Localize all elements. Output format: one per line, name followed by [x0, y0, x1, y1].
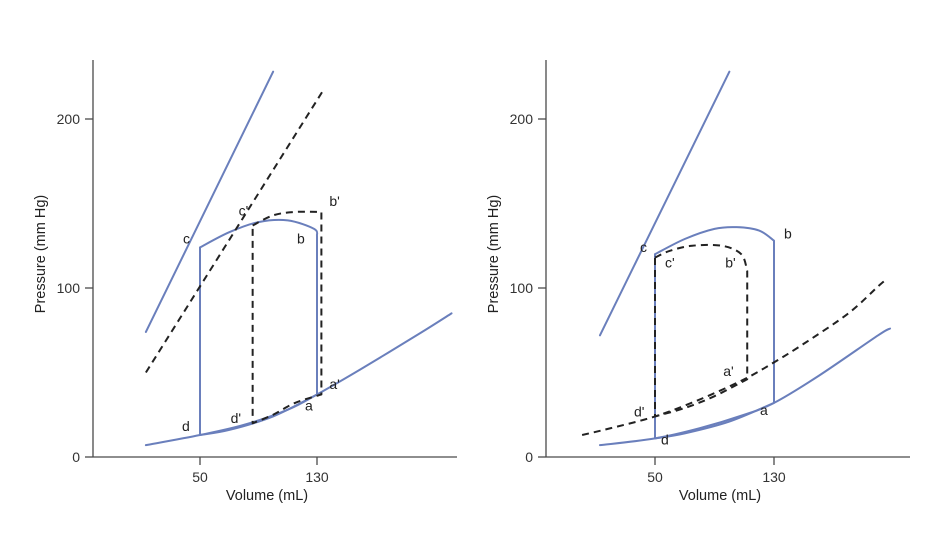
point-label: b' [329, 193, 339, 209]
point-label: c' [239, 202, 249, 218]
point-label: d' [634, 403, 644, 419]
point-label: b' [725, 255, 735, 271]
x-tick-label: 130 [762, 469, 786, 485]
y-axis-label: Pressure (mm Hg) [33, 195, 49, 313]
x-axis-label: Volume (mL) [679, 488, 761, 504]
point-label: a [760, 402, 768, 418]
point-label: b [297, 231, 305, 247]
point-label: c [183, 230, 190, 246]
solid-series-line [144, 70, 275, 333]
x-tick-label: 50 [192, 469, 208, 485]
dashed-series-line [145, 88, 326, 374]
point-label: b [784, 226, 792, 242]
solid-series-line [598, 327, 892, 447]
point-label: d [661, 431, 669, 447]
point-label: d [182, 418, 190, 434]
x-tick-label: 130 [305, 469, 329, 485]
point-label: c [640, 239, 647, 255]
point-label: a' [329, 376, 339, 392]
dashed-series-line [251, 210, 323, 425]
solid-series-line [598, 70, 731, 337]
point-label: a [305, 397, 313, 413]
y-tick-label: 200 [510, 111, 534, 127]
y-tick-label: 100 [510, 280, 534, 296]
chart-panel-left: 0 100 200 50 130 Volume (mL) Pressure (mm Hg) c… [33, 60, 457, 504]
dashed-series-line [654, 243, 749, 418]
y-tick-label: 200 [57, 111, 81, 127]
point-label: d' [231, 410, 241, 426]
point-label: c' [665, 255, 675, 271]
y-tick-label: 100 [57, 280, 81, 296]
y-tick-label: 0 [525, 449, 533, 465]
x-tick-label: 50 [647, 469, 663, 485]
point-label: a' [723, 363, 733, 379]
x-axis-label: Volume (mL) [226, 488, 308, 504]
solid-series-line [199, 218, 319, 437]
dashed-series-line [581, 280, 885, 437]
solid-series-line [654, 226, 775, 440]
solid-series-line [144, 312, 453, 447]
y-axis-label: Pressure (mm Hg) [486, 195, 502, 313]
y-tick-label: 0 [72, 449, 80, 465]
